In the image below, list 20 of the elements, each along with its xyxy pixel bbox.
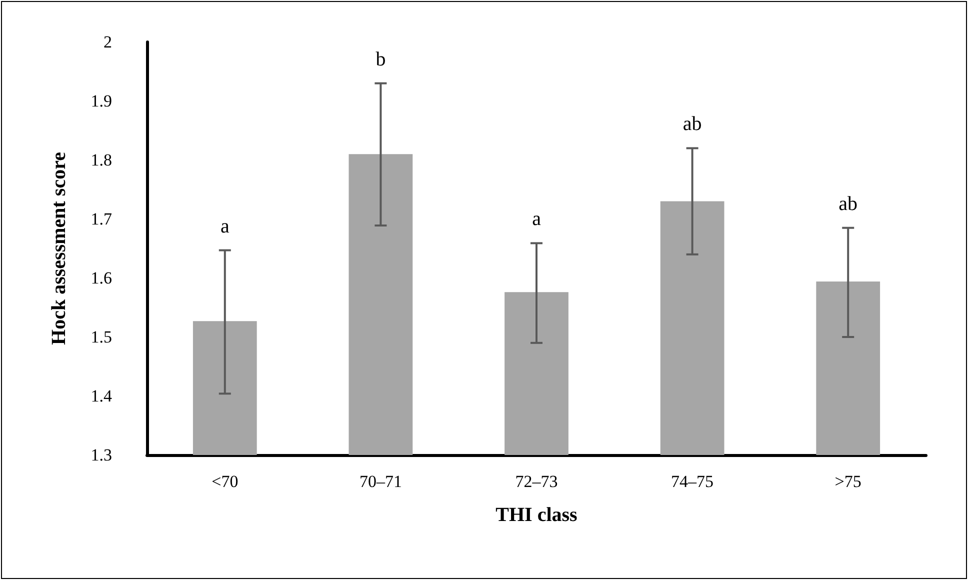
y-tick-label: 1.6 (90, 268, 112, 288)
x-tick-label: 74–75 (671, 472, 714, 491)
y-tick-label: 1.9 (90, 92, 112, 110)
annotation: b (376, 48, 386, 70)
y-tick-label: 1.7 (90, 210, 112, 228)
annotation: a (220, 215, 230, 238)
y-tick-label: 1.3 (90, 446, 112, 464)
x-axis-title: THI class (496, 504, 578, 526)
y-tick-label: 1.5 (90, 328, 112, 346)
x-tick-label: 70–71 (359, 472, 402, 491)
y-axis-title: Hock assessment score (48, 152, 70, 345)
x-tick-label: >75 (834, 472, 862, 491)
y-tick-label: 1.8 (90, 150, 112, 170)
annotation: a (532, 208, 542, 230)
annotation: ab (838, 192, 858, 215)
y-tick-label: 2 (104, 32, 112, 52)
annotation: ab (682, 113, 702, 136)
x-tick-label: 72–73 (515, 472, 558, 491)
x-tick-label: <70 (212, 472, 238, 491)
y-tick-label: 1.4 (90, 386, 112, 406)
